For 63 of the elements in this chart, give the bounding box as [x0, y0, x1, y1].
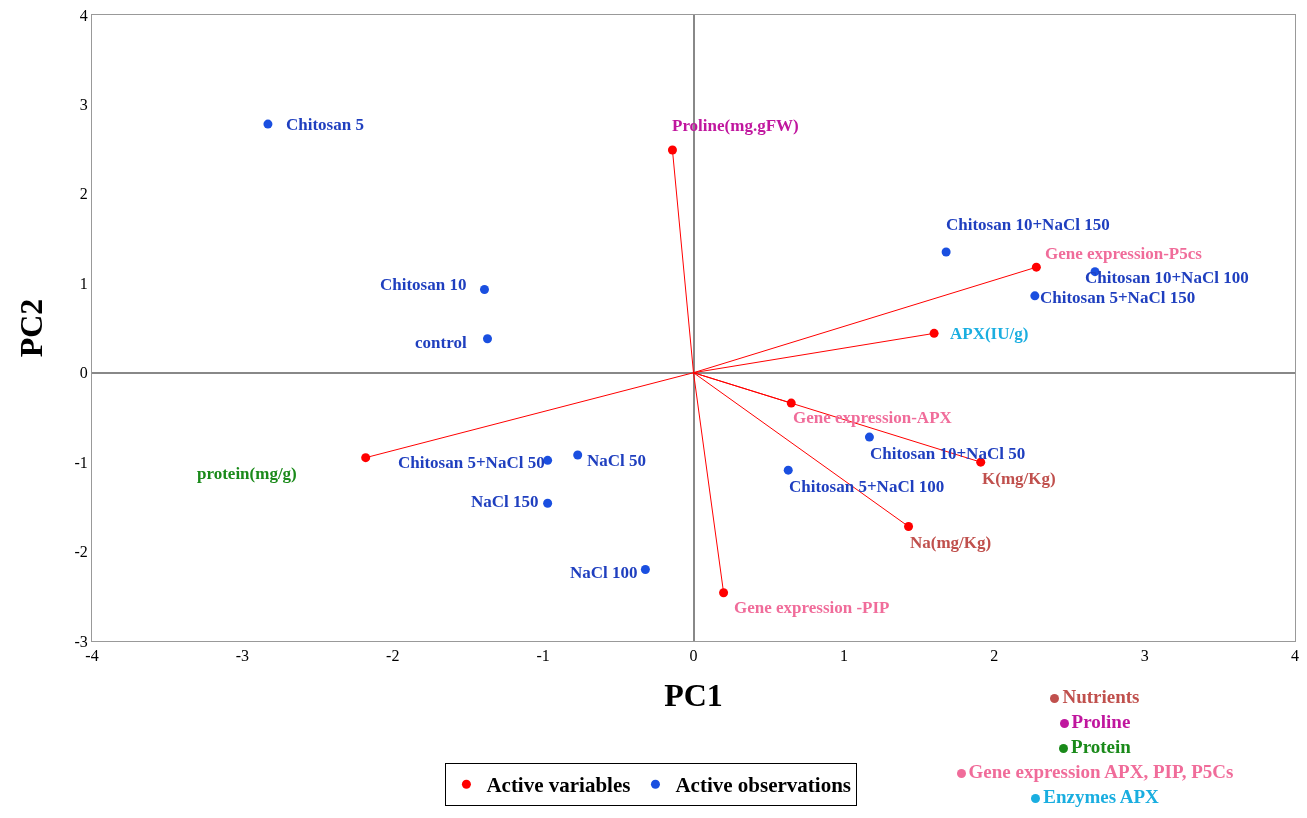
x-tick-label: 2 — [990, 647, 999, 665]
point — [640, 564, 650, 574]
y-tick-label: 2 — [79, 185, 88, 203]
annotation: NaCl 50 — [587, 451, 647, 470]
annotation: Gene expression-APX — [793, 408, 953, 427]
annotation: protein(mg/g) — [197, 464, 297, 483]
point — [904, 522, 914, 532]
x-tick-label: -1 — [536, 647, 550, 665]
x-tick-label: -2 — [386, 647, 400, 665]
text: Proline — [1071, 711, 1131, 732]
annotation: Na(mg/Kg) — [910, 533, 992, 552]
x-tick-label: 0 — [689, 647, 698, 665]
text: Gene expression APX, PIP, P5Cs — [968, 761, 1234, 782]
x-tick-label: 3 — [1140, 647, 1149, 665]
annotation: Chitosan 5+NaCl 50 — [398, 453, 545, 472]
x-tick-label: -3 — [235, 647, 250, 665]
point — [361, 453, 371, 463]
point — [667, 145, 677, 155]
x-tick-label: 4 — [1291, 647, 1299, 665]
point — [786, 398, 796, 408]
y-tick-label: 4 — [79, 6, 88, 24]
point — [482, 334, 492, 344]
annotation: control — [415, 333, 467, 352]
annotation: Gene expression -PIP — [734, 598, 890, 617]
annotation: Chitosan 10 — [380, 275, 467, 294]
y-tick-label: -2 — [74, 543, 88, 561]
text: Protein — [1071, 736, 1131, 757]
point — [543, 455, 553, 465]
y-tick-label: -1 — [74, 453, 88, 471]
y-axis-title: PC2 — [12, 298, 49, 358]
point — [479, 285, 489, 295]
y-tick-label: 1 — [79, 274, 88, 292]
annotation: Chitosan 10+NaCl 100 — [1085, 268, 1249, 287]
point — [1031, 262, 1041, 272]
annotation: APX(IU/g) — [950, 324, 1029, 343]
y-tick-label: -3 — [74, 632, 88, 650]
y-tick-label: 0 — [79, 364, 88, 382]
point — [263, 119, 273, 129]
point — [929, 328, 939, 338]
point — [783, 465, 793, 475]
legend-label: Active observations — [675, 773, 851, 798]
point — [1030, 291, 1040, 301]
annotation: K(mg/Kg) — [982, 469, 1056, 488]
annotation: Chitosan 5+NaCl 100 — [789, 477, 945, 496]
point — [543, 498, 553, 508]
annotation: Proline(mg.gFW) — [672, 116, 799, 135]
point — [573, 450, 583, 460]
point — [719, 588, 729, 598]
x-tick-label: -4 — [85, 647, 99, 665]
x-axis-title: PC1 — [664, 677, 723, 714]
text: Enzymes APX — [1043, 786, 1159, 807]
y-tick-label: 3 — [79, 96, 88, 114]
annotation: Gene expression-P5cs — [1045, 244, 1203, 263]
point — [864, 432, 874, 442]
annotation: NaCl 150 — [471, 492, 539, 511]
legend-label: Active variables — [486, 773, 631, 798]
point — [941, 247, 951, 257]
text: Nutrients — [1062, 686, 1140, 707]
annotation: NaCl 100 — [570, 563, 638, 582]
annotation: Chitosan 5 — [286, 115, 364, 134]
annotation: Chitosan 10+NaCl 150 — [946, 215, 1110, 234]
x-tick-label: 1 — [839, 647, 848, 665]
annotation: Chitosan 5+NaCl 150 — [1040, 288, 1196, 307]
